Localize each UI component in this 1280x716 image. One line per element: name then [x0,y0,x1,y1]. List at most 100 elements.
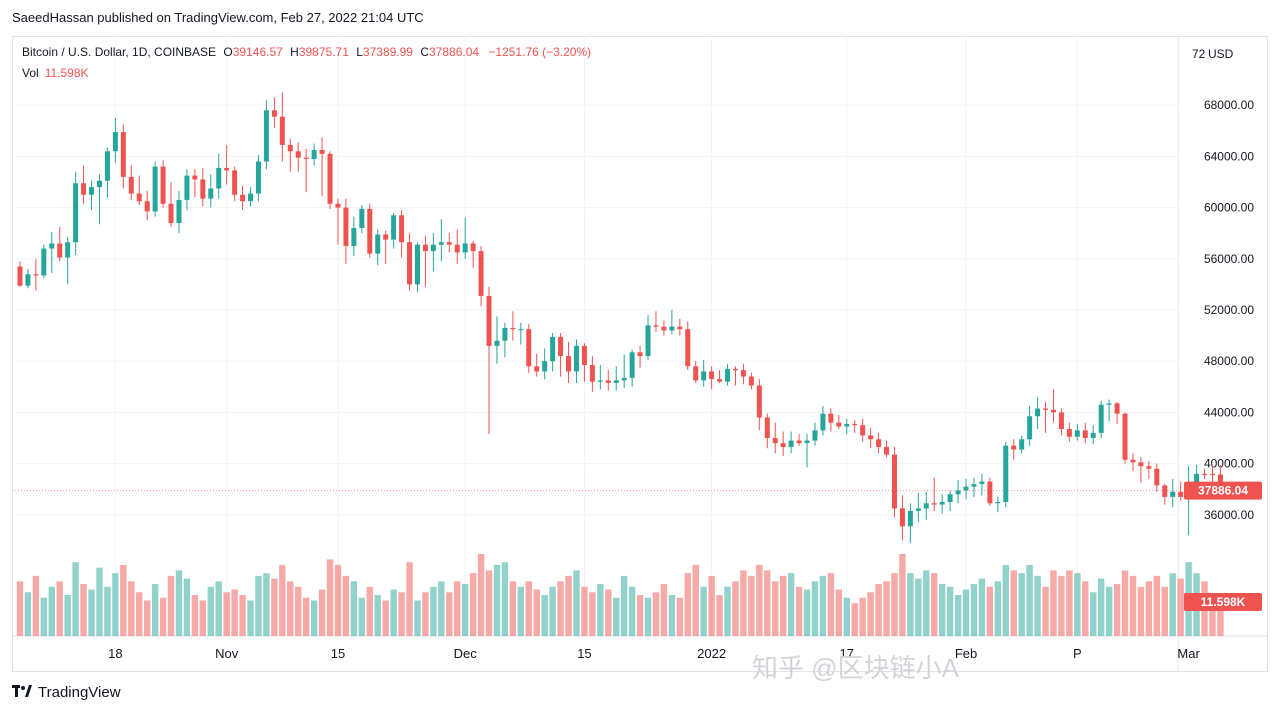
candle-body [359,208,365,229]
candle-body [725,368,731,382]
y-tick-label: 44000.00 [1204,405,1254,419]
volume-bar [923,570,930,636]
candle-body [240,194,246,202]
volume-bar [72,562,79,636]
low-label: L [356,45,363,59]
candle-body [184,175,190,200]
candle-body [915,508,921,511]
candle-body [629,352,635,378]
candle-body [319,150,325,154]
y-tick-label-top: 72 [1192,47,1206,61]
volume-bar [636,595,644,636]
candle-body [494,340,500,346]
candle-body [1074,430,1080,437]
candle-body [581,345,587,366]
volume-bar [136,592,143,636]
candle-body [844,423,850,427]
ohlc-legend: Bitcoin / U.S. Dollar, 1D, COINBASE O391… [22,45,591,59]
volume-bar [239,595,246,636]
volume-bar [382,600,389,636]
candle-body [160,166,166,204]
volume-bar [541,595,548,636]
volume-bar [32,575,40,636]
candle-body [566,356,572,372]
volume-bar [1217,604,1224,636]
candle-body [57,243,63,258]
volume-bar [1129,575,1137,636]
volume-bar [271,578,278,636]
candle-body [979,481,985,485]
candle-body [693,366,699,381]
volume-bar [1113,584,1121,636]
volume-bar [1145,581,1153,636]
y-tick-label: 36000.00 [1204,508,1254,522]
volume-bar [843,597,850,636]
volume-bar [24,592,32,636]
volume-bar [56,581,63,636]
volume-bar [652,592,660,636]
volume-bar [175,570,183,636]
volume-bar [477,554,485,636]
candle-body [65,242,71,258]
volume-bar [454,581,461,636]
volume-bar [493,564,501,636]
volume-bar [1137,586,1145,636]
volume-bar [1105,586,1113,636]
volume-bar [772,581,779,636]
candle-body [812,430,818,441]
candle-body [550,336,556,362]
last-volume-badge [1184,593,1262,611]
volume-bar [199,600,207,636]
candle-body [1106,403,1112,405]
candle-body [1050,409,1056,413]
candle-body [653,325,659,327]
open-label: O [223,45,233,59]
volume-bar [334,564,342,636]
candlestick-chart[interactable]: 36000.00 40000.00 44000.00 48000.00 52000.00… [12,36,1268,672]
volume-bar [191,595,199,636]
x-tick-label: Feb [955,646,977,661]
volume-bar [883,581,890,636]
open-value: 39146.57 [232,45,283,59]
volume-bar [151,584,159,636]
candle-body [112,132,118,152]
candle-body [637,352,643,357]
candle-body [645,325,651,357]
candle-body [1178,491,1184,497]
candle-body [446,242,452,245]
volume-bar [740,570,747,636]
x-tick-label: P [1073,646,1082,661]
candle-body [168,203,174,223]
last-volume-label: 11.598K [1201,595,1246,609]
volume-bar [835,589,843,636]
volume-bar [40,597,48,636]
volume-bar [406,562,413,636]
symbol-label[interactable]: Bitcoin / U.S. Dollar, 1D, COINBASE [22,45,217,59]
candle-body [1019,439,1025,450]
volume-bar [422,592,429,636]
volume-label[interactable]: Vol [22,66,39,80]
y-tick-label: 64000.00 [1204,149,1254,163]
close-label: C [420,45,429,59]
candle-body [327,153,333,204]
candle-body [430,244,436,252]
candle-body [1114,403,1120,414]
volume-bar [509,581,517,636]
volume-bar [907,573,914,636]
volume-bar [756,564,763,636]
candle-body [828,413,834,423]
candle-body [1090,432,1096,438]
tradingview-brand[interactable]: TradingView [12,684,121,701]
candle-body [891,454,897,509]
candle-body [621,377,627,381]
volume-bar [597,584,604,636]
volume-bar [461,584,469,636]
volume-bar [1121,570,1129,636]
candle-body [208,188,214,199]
candle-body [701,371,707,381]
y-tick-label: 56000.00 [1204,252,1254,266]
volume-bar [1161,586,1168,636]
volume-bar [1050,570,1057,636]
last-price-label: 37886.04 [1198,484,1248,498]
volume-bar [549,586,556,636]
